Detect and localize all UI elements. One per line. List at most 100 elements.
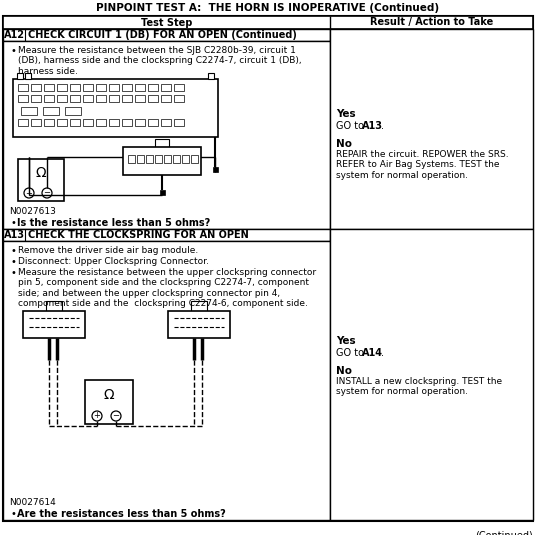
Text: •: • — [10, 246, 16, 256]
Bar — [70, 95, 80, 102]
Bar — [109, 119, 119, 126]
Text: A12: A12 — [4, 30, 25, 40]
Bar — [160, 190, 165, 195]
Bar — [31, 95, 41, 102]
Bar — [57, 119, 67, 126]
Bar — [109, 84, 119, 91]
Bar — [174, 84, 184, 91]
Text: +: + — [94, 411, 100, 421]
Text: N0027614: N0027614 — [9, 498, 56, 507]
Bar — [44, 119, 54, 126]
Bar — [3, 29, 330, 41]
Bar — [13, 79, 218, 137]
Text: Remove the driver side air bag module.: Remove the driver side air bag module. — [18, 246, 198, 255]
Bar — [122, 84, 132, 91]
Bar — [146, 155, 153, 163]
Bar — [161, 84, 171, 91]
Text: •: • — [10, 218, 16, 228]
Text: GO to: GO to — [336, 348, 367, 358]
Bar — [44, 95, 54, 102]
Text: N0027613: N0027613 — [9, 207, 56, 216]
Bar — [168, 311, 230, 338]
Bar — [18, 84, 28, 91]
Text: CHECK THE CLOCKSPRING FOR AN OPEN: CHECK THE CLOCKSPRING FOR AN OPEN — [28, 230, 249, 240]
Bar — [85, 380, 133, 424]
Bar — [23, 311, 85, 338]
Bar — [122, 119, 132, 126]
Bar — [96, 119, 106, 126]
Bar — [18, 159, 64, 201]
Bar — [46, 301, 62, 311]
Bar — [135, 84, 145, 91]
Bar — [148, 84, 158, 91]
Text: +: + — [26, 188, 33, 197]
Bar — [83, 119, 93, 126]
Bar — [109, 95, 119, 102]
Text: CHECK CIRCUIT 1 (DB) FOR AN OPEN (Continued): CHECK CIRCUIT 1 (DB) FOR AN OPEN (Contin… — [28, 30, 297, 40]
Text: A13: A13 — [4, 230, 25, 240]
Bar — [330, 29, 533, 229]
Text: Ω: Ω — [103, 388, 114, 402]
Text: •: • — [10, 509, 16, 519]
Text: A14: A14 — [362, 348, 383, 358]
Text: Measure the resistance between the SJB C2280b-39, circuit 1
(DB), harness side a: Measure the resistance between the SJB C… — [18, 46, 302, 76]
Text: Yes: Yes — [336, 109, 355, 119]
Bar — [128, 155, 135, 163]
Bar — [83, 95, 93, 102]
Text: Test Step: Test Step — [141, 18, 192, 27]
Text: Are the resistances less than 5 ohms?: Are the resistances less than 5 ohms? — [17, 509, 226, 519]
Text: REPAIR the circuit. REPOWER the SRS.
REFER to Air Bag Systems. TEST the
system f: REPAIR the circuit. REPOWER the SRS. REF… — [336, 150, 509, 180]
Bar — [25, 73, 31, 79]
Text: Is the resistance less than 5 ohms?: Is the resistance less than 5 ohms? — [17, 218, 210, 228]
Text: .: . — [381, 348, 384, 358]
Bar — [161, 119, 171, 126]
Bar — [155, 155, 162, 163]
Bar — [43, 107, 59, 115]
Bar — [96, 84, 106, 91]
Text: Measure the resistance between the upper clockspring connector
pin 5, component : Measure the resistance between the upper… — [18, 268, 316, 308]
Bar — [137, 155, 144, 163]
Bar — [83, 84, 93, 91]
Bar — [135, 95, 145, 102]
Text: −: − — [43, 188, 50, 197]
Bar — [148, 119, 158, 126]
Text: (Continued): (Continued) — [475, 530, 533, 535]
Bar — [191, 301, 207, 311]
Text: −: − — [113, 411, 120, 421]
Bar — [155, 139, 169, 147]
Bar — [31, 84, 41, 91]
Bar — [31, 119, 41, 126]
Bar — [164, 155, 171, 163]
Text: No: No — [336, 366, 352, 376]
Bar — [3, 241, 330, 520]
Bar — [17, 73, 23, 79]
Bar — [70, 84, 80, 91]
Bar — [174, 119, 184, 126]
Text: Ω: Ω — [36, 166, 46, 180]
Bar — [191, 155, 198, 163]
Text: .: . — [381, 121, 384, 131]
Bar — [18, 119, 28, 126]
Bar — [148, 95, 158, 102]
Bar — [21, 107, 37, 115]
Bar — [161, 95, 171, 102]
Bar — [122, 95, 132, 102]
Text: Yes: Yes — [336, 336, 355, 346]
Bar — [208, 73, 214, 79]
Text: •: • — [10, 268, 16, 278]
Bar — [135, 119, 145, 126]
Bar — [3, 16, 533, 29]
Bar — [3, 229, 330, 241]
Bar — [3, 41, 330, 229]
Text: •: • — [10, 46, 16, 56]
Bar — [44, 84, 54, 91]
Bar — [18, 95, 28, 102]
Bar — [330, 229, 533, 520]
Text: GO to: GO to — [336, 121, 367, 131]
Text: •: • — [10, 257, 16, 267]
Bar — [70, 119, 80, 126]
Bar — [173, 155, 180, 163]
Text: A13: A13 — [362, 121, 383, 131]
Text: Disconnect: Upper Clockspring Connector.: Disconnect: Upper Clockspring Connector. — [18, 257, 209, 266]
Bar — [65, 107, 81, 115]
